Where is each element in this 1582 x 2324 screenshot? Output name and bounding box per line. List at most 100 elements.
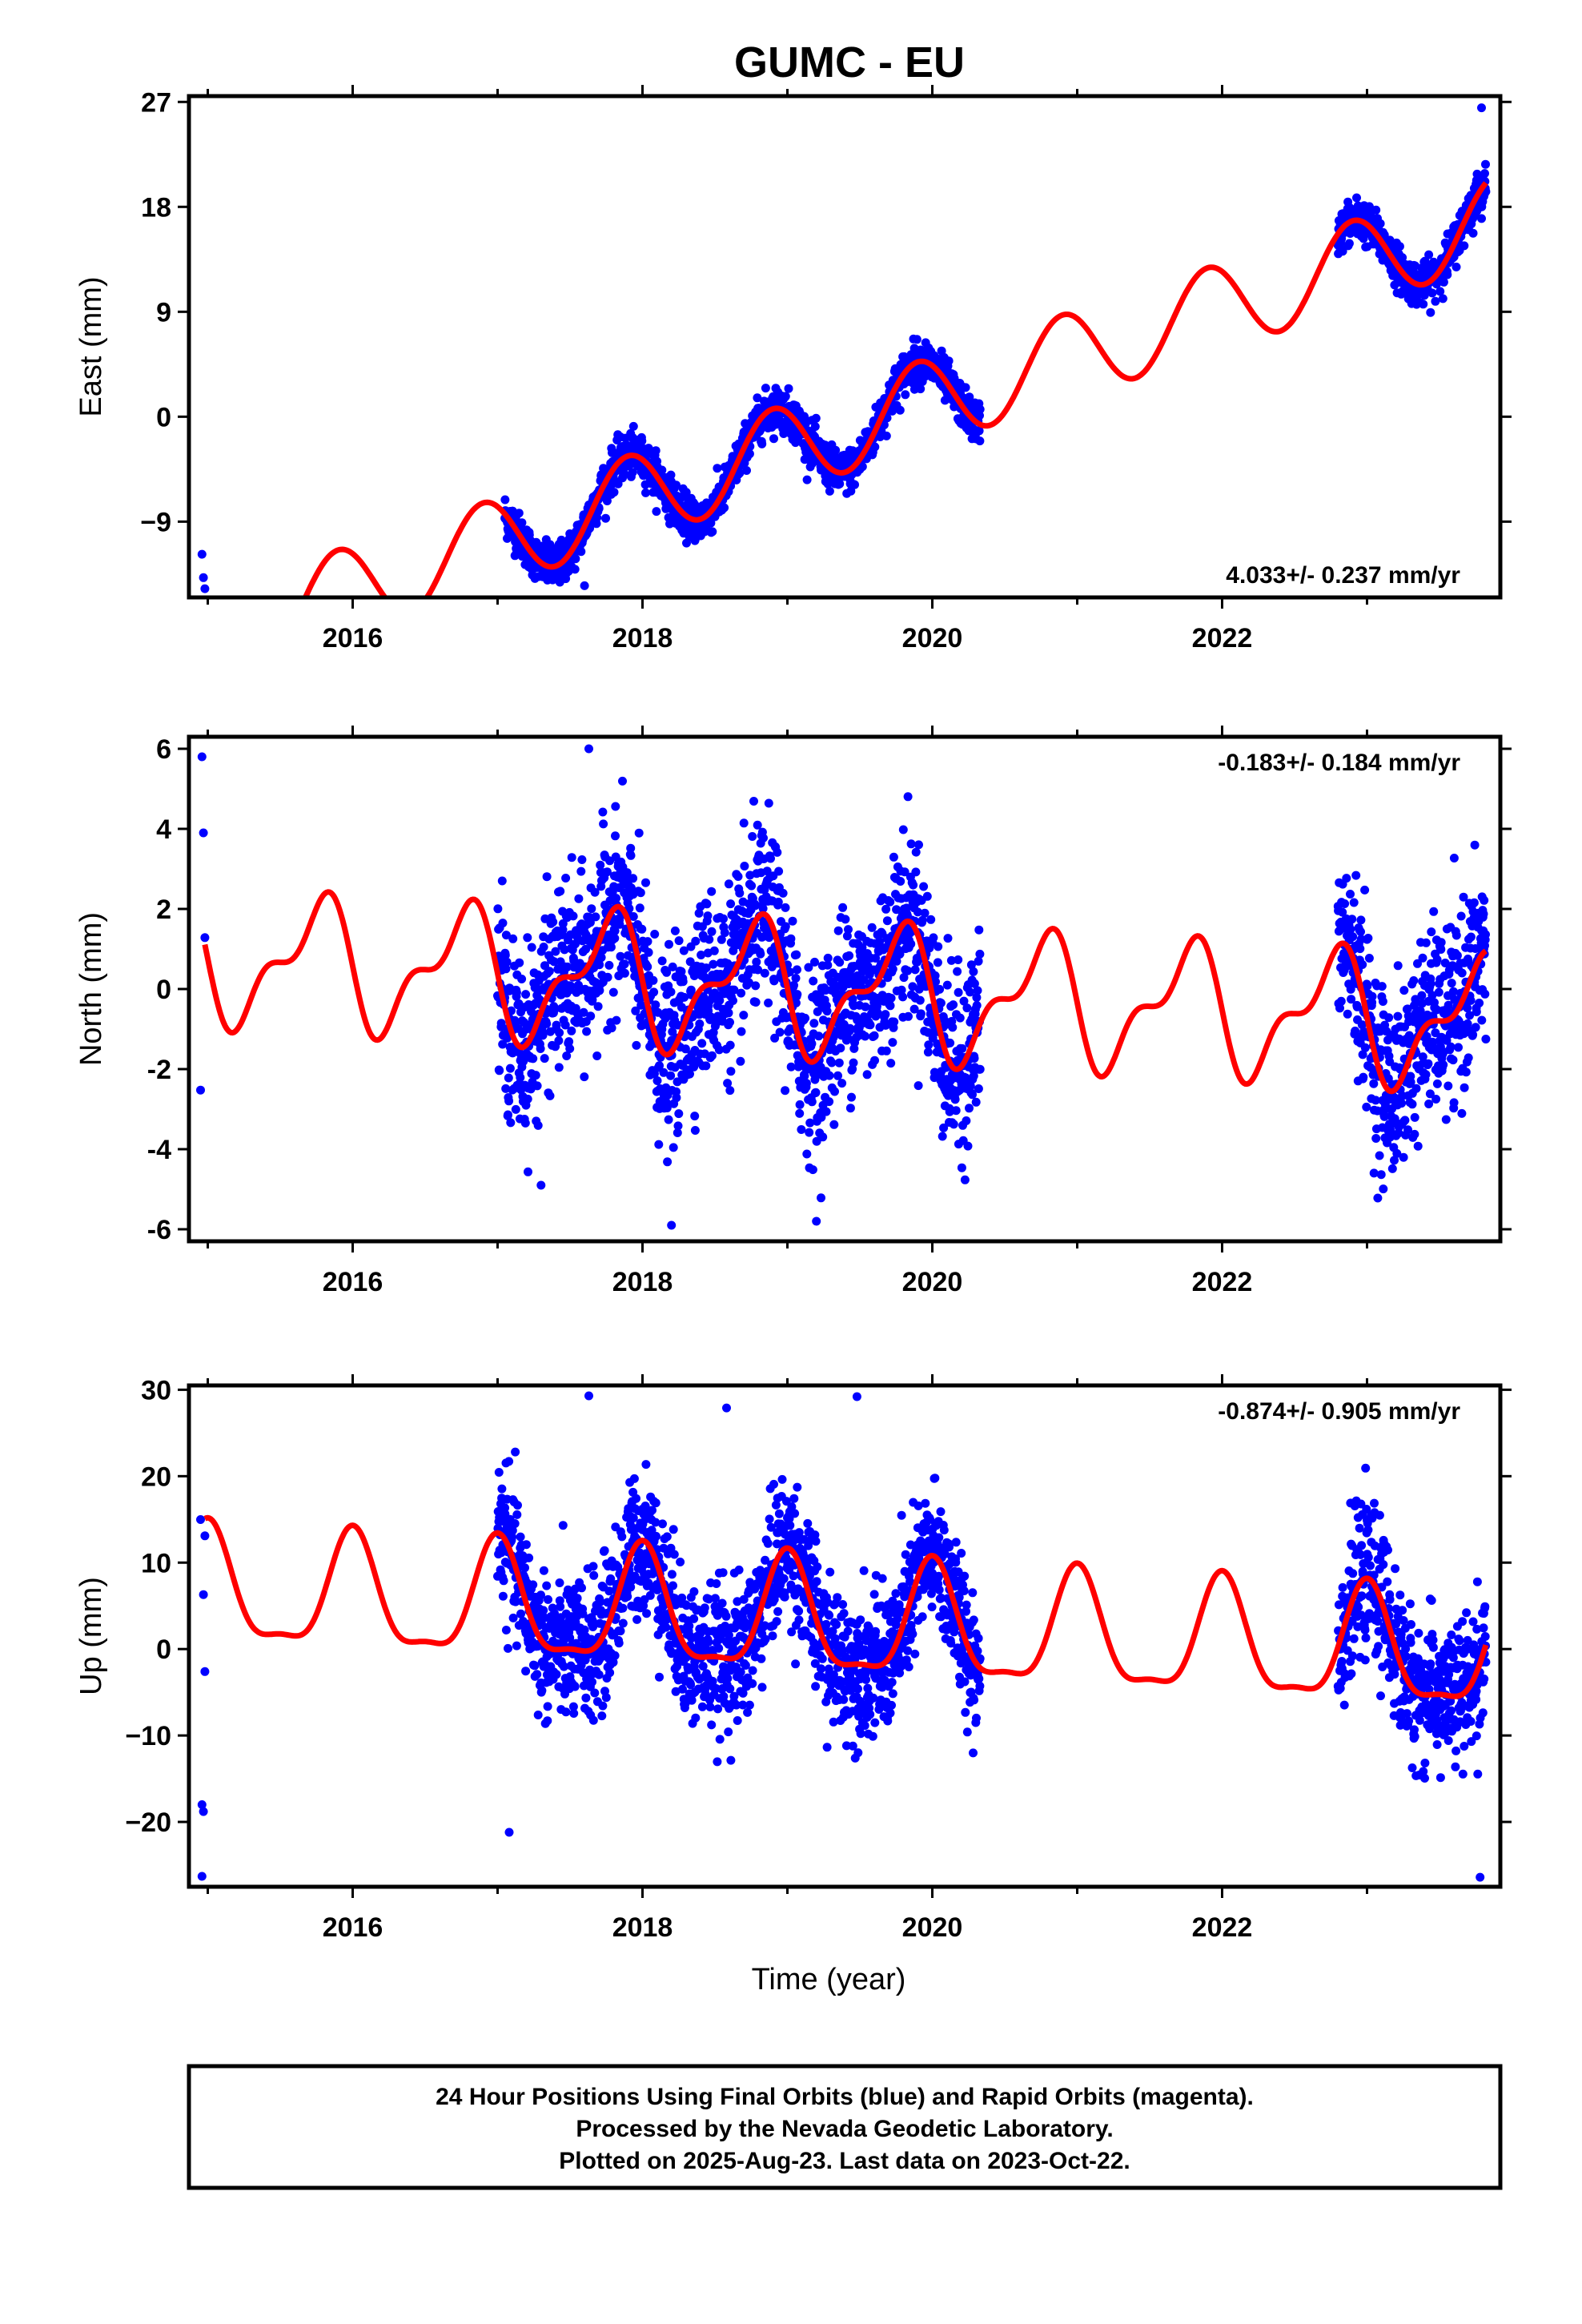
x-tick-label: 2020	[902, 1267, 963, 1297]
data-point	[199, 573, 208, 582]
x-tick-label: 2018	[612, 1267, 673, 1297]
data-point	[668, 962, 677, 971]
data-point	[610, 1651, 620, 1660]
data-point	[511, 1104, 520, 1114]
data-point	[641, 878, 650, 887]
data-point	[846, 486, 856, 496]
data-point	[1443, 1000, 1453, 1010]
data-point	[498, 1039, 508, 1049]
data-point	[581, 1693, 591, 1703]
data-point	[1447, 979, 1456, 988]
data-point	[1460, 1083, 1469, 1092]
data-point	[614, 1638, 624, 1648]
data-point	[580, 1625, 589, 1634]
data-point	[544, 967, 554, 976]
data-point	[1421, 938, 1431, 947]
data-point	[1364, 954, 1374, 963]
data-point	[744, 978, 753, 987]
data-point	[641, 488, 650, 497]
y-tick-label: 2	[156, 895, 171, 925]
data-point	[618, 776, 627, 786]
data-point	[809, 976, 818, 986]
data-point	[515, 958, 524, 967]
data-point	[616, 951, 625, 961]
data-point	[690, 1126, 700, 1135]
data-point	[801, 1013, 810, 1023]
data-point	[1366, 1063, 1375, 1072]
data-point	[570, 565, 580, 574]
data-point	[857, 943, 867, 952]
data-point	[612, 1015, 621, 1025]
data-point	[735, 468, 745, 478]
data-point	[965, 1104, 974, 1113]
data-point	[975, 436, 985, 446]
data-point	[523, 933, 532, 943]
data-point	[1427, 991, 1437, 1000]
data-point	[1457, 968, 1467, 978]
data-point	[545, 1091, 555, 1100]
data-point	[1347, 915, 1357, 924]
north-x-axis: 2016 2018 2020 2022	[207, 726, 1368, 1297]
data-point	[778, 888, 788, 898]
data-point	[835, 479, 845, 489]
data-point	[1367, 991, 1377, 1001]
data-point	[582, 1027, 592, 1036]
data-point	[920, 908, 930, 918]
data-point	[914, 840, 923, 850]
data-point	[859, 975, 869, 984]
data-point	[608, 987, 618, 997]
data-point	[669, 1143, 678, 1152]
data-point	[701, 963, 711, 973]
data-point	[753, 965, 763, 975]
data-point	[1422, 1031, 1431, 1041]
data-point	[502, 957, 512, 967]
data-point	[666, 987, 676, 997]
data-point	[1434, 987, 1443, 997]
data-point	[1427, 927, 1436, 937]
east-x-axis: 2016 2018 2020 2022	[207, 85, 1368, 653]
data-point	[705, 935, 714, 944]
data-point	[881, 1020, 890, 1030]
data-point	[643, 937, 652, 947]
data-point	[1465, 1011, 1475, 1020]
data-point	[566, 981, 576, 991]
data-point	[654, 1140, 664, 1149]
x-tick-label: 2020	[902, 623, 963, 653]
data-point	[672, 1093, 681, 1103]
data-point	[677, 967, 686, 976]
data-point	[924, 1040, 934, 1050]
data-point	[845, 951, 854, 960]
data-point	[571, 554, 580, 564]
data-point	[933, 958, 942, 967]
data-point	[1439, 277, 1448, 287]
data-point	[1432, 955, 1442, 964]
up-plot-area	[196, 1391, 1491, 1882]
data-point	[1336, 996, 1346, 1006]
data-point	[786, 934, 796, 943]
y-tick-label: 0	[156, 402, 171, 432]
data-point	[895, 949, 905, 959]
data-point	[665, 939, 673, 949]
data-point	[802, 1149, 812, 1159]
data-point	[1456, 911, 1466, 921]
data-point	[1344, 239, 1354, 248]
data-point	[949, 1120, 958, 1129]
data-point	[501, 1626, 511, 1634]
data-point	[620, 959, 629, 969]
data-point	[1481, 1035, 1491, 1043]
data-point	[900, 867, 909, 877]
data-point	[1472, 1007, 1481, 1016]
data-point	[701, 1061, 711, 1071]
data-point	[1376, 1170, 1386, 1180]
data-point	[1371, 1134, 1381, 1143]
data-point	[580, 1072, 589, 1082]
data-point	[1343, 1009, 1352, 1019]
data-point	[946, 1038, 955, 1047]
data-point	[825, 1097, 834, 1107]
data-point	[637, 436, 647, 446]
data-point	[685, 957, 695, 967]
data-point	[596, 1597, 605, 1606]
data-point	[628, 433, 638, 443]
data-point	[577, 1583, 586, 1593]
